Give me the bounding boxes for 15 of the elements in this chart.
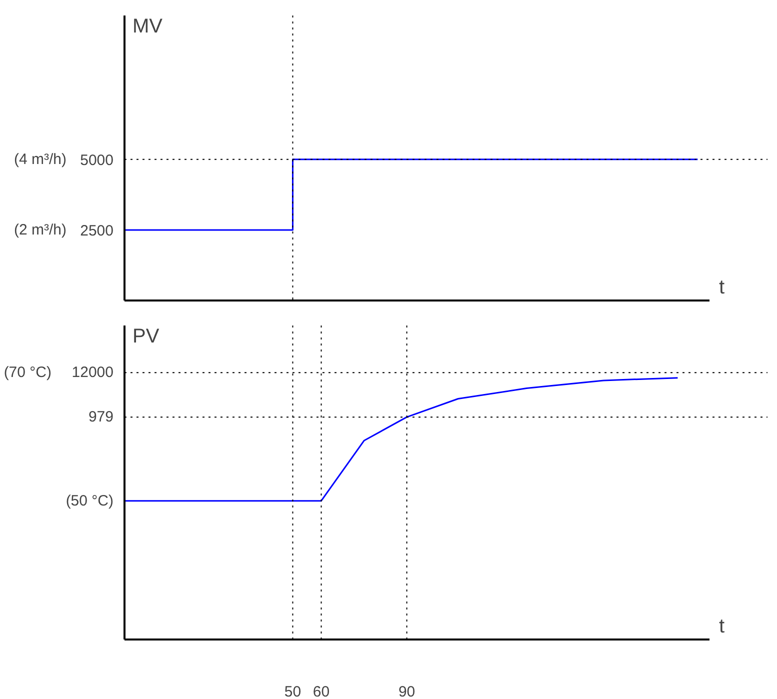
x-tick-label: 50 (284, 684, 302, 699)
text: (70 °C) (4, 364, 52, 382)
y-axis-title: PV (132, 326, 160, 348)
x-axis-title: t (719, 616, 726, 638)
text: (4 m³/h) (14, 150, 67, 168)
x-axis-title: t (719, 276, 726, 298)
y-axis-title: MV (132, 16, 164, 38)
text: 979 (88, 408, 114, 426)
y-tick-label: 5000 (80, 152, 114, 169)
text: 12000 (72, 364, 114, 382)
y-tick-label: 2500 (80, 222, 114, 240)
text: (2 m³/h) (14, 221, 67, 238)
x-tick-label: 90 (398, 684, 416, 699)
x-tick-label: 60 (312, 684, 330, 699)
text: (50 °C) (66, 492, 114, 510)
